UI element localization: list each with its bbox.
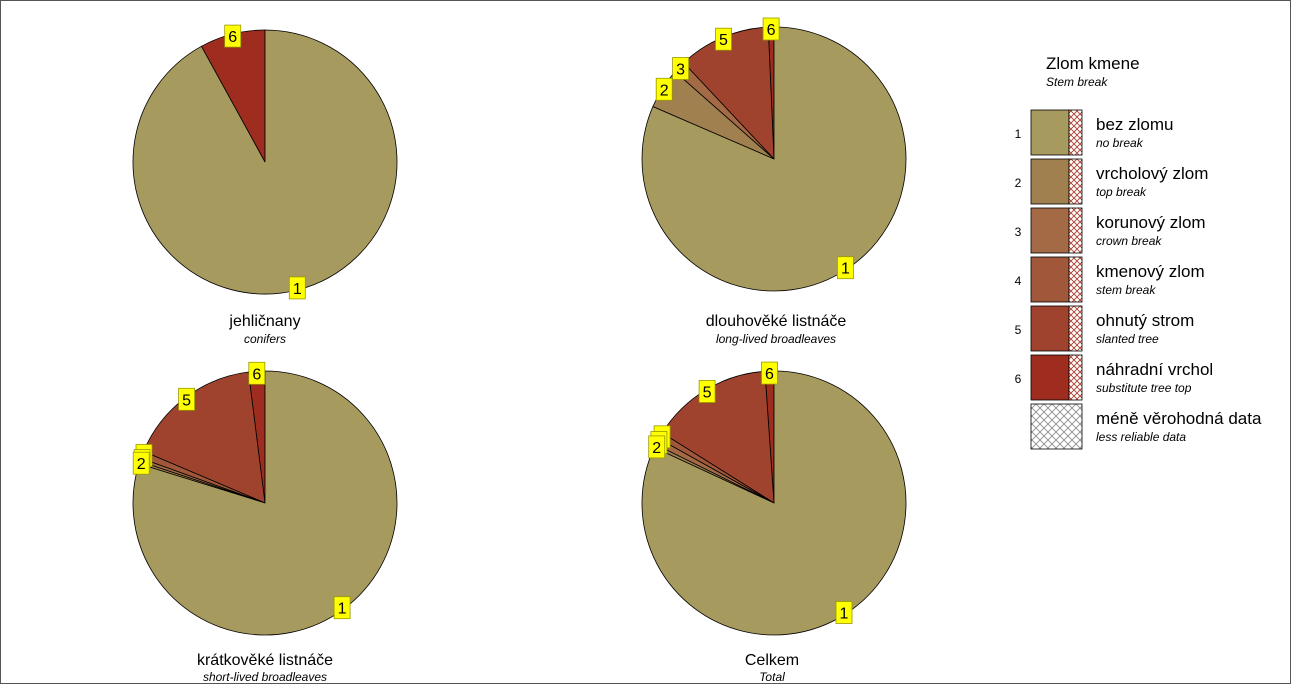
slice-label-1: 1 — [333, 596, 351, 620]
pie-long-lived-broadleaves: 6 5 32 1 — [641, 17, 907, 292]
svg-text:2: 2 — [137, 456, 146, 473]
legend-sublabel: less reliable data — [1096, 430, 1186, 444]
svg-text:1: 1 — [841, 261, 850, 278]
slice-label-5: 5 — [178, 387, 196, 411]
legend-item-3: 3 korunový zlom crown break — [1015, 207, 1206, 254]
legend-swatch-hatched — [1068, 256, 1083, 303]
pie-title: jehličnany — [228, 313, 300, 330]
slice-label-6: 6 — [761, 361, 778, 385]
legend-swatch-hatched — [1068, 158, 1083, 205]
pie-conifers: 61 — [132, 24, 398, 300]
legend-title: Zlom kmene — [1046, 54, 1140, 73]
svg-text:5: 5 — [703, 385, 712, 402]
legend-code: 5 — [1015, 323, 1022, 337]
pie-short-lived-broadleaves: 654321 — [132, 361, 398, 636]
svg-text:6: 6 — [765, 366, 774, 383]
legend-item-5: 5 ohnutý strom slanted tree — [1015, 305, 1194, 352]
legend-code: 1 — [1015, 127, 1022, 141]
slice-label-5: 5 — [698, 380, 716, 403]
svg-text:5: 5 — [182, 392, 191, 409]
legend-label: vrcholový zlom — [1096, 164, 1208, 183]
pie-slice-1 — [132, 29, 398, 295]
legend-label: bez zlomu — [1096, 115, 1173, 134]
legend: Zlom kmene Stem break 1 bez zlomu no break… — [1015, 54, 1262, 450]
legend-sublabel: crown break — [1096, 234, 1162, 248]
legend-sublabel: slanted tree — [1096, 332, 1159, 346]
legend-swatch-hatched — [1068, 354, 1083, 401]
legend-swatch-hatched — [1068, 207, 1083, 254]
legend-swatch — [1030, 305, 1070, 352]
legend-item-4: 4 kmenový zlom stem break — [1015, 256, 1205, 303]
pie-title: dlouhověké listnáče — [706, 313, 847, 330]
slice-label-1: 1 — [835, 601, 853, 624]
pie-subtitle: short-lived broadleaves — [203, 670, 327, 684]
slice-label-6: 6 — [248, 361, 266, 385]
svg-text:1: 1 — [840, 606, 849, 623]
svg-text:1: 1 — [293, 281, 302, 298]
svg-text:6: 6 — [252, 366, 261, 383]
legend-subtitle: Stem break — [1046, 75, 1108, 89]
legend-item-6: 6 náhradní vrchol substitute tree top — [1015, 354, 1213, 401]
slice-label-5: 5 — [715, 27, 732, 51]
legend-sublabel: stem break — [1096, 283, 1156, 297]
slice-label-2: 2 — [132, 451, 150, 475]
slice-label-6: 6 — [224, 24, 242, 48]
legend-swatch-hatched — [1030, 403, 1083, 450]
slice-label-2: 2 — [648, 435, 666, 459]
legend-swatch — [1030, 354, 1070, 401]
svg-text:2: 2 — [660, 82, 669, 99]
legend-label: kmenový zlom — [1096, 262, 1205, 281]
pie-total: 654321 — [641, 361, 907, 636]
pie-title: krátkověké listnáče — [197, 652, 333, 669]
legend-item-2: 2 vrcholový zlom top break — [1015, 158, 1208, 205]
legend-code: 6 — [1015, 372, 1022, 386]
pie-subtitle: long-lived broadleaves — [716, 332, 836, 346]
legend-swatch-hatched — [1068, 305, 1083, 352]
slice-label-2: 2 — [655, 77, 673, 101]
legend-item-1: 1 bez zlomu no break — [1015, 109, 1173, 156]
svg-text:6: 6 — [767, 22, 776, 39]
legend-label: ohnutý strom — [1096, 311, 1194, 330]
legend-label: méně věrohodná data — [1096, 409, 1262, 428]
pie-title: Celkem — [745, 652, 799, 669]
legend-swatch — [1030, 109, 1070, 156]
svg-text:6: 6 — [228, 29, 237, 46]
svg-text:3: 3 — [676, 62, 685, 79]
legend-sublabel: no break — [1096, 136, 1144, 150]
pie-subtitle: conifers — [244, 332, 286, 346]
svg-text:1: 1 — [338, 601, 347, 618]
legend-sublabel: top break — [1096, 185, 1147, 199]
svg-text:5: 5 — [719, 32, 728, 49]
slice-label-1: 1 — [288, 276, 306, 300]
pie-subtitle: Total — [759, 670, 785, 684]
legend-label: náhradní vrchol — [1096, 360, 1213, 379]
legend-code: 3 — [1015, 225, 1022, 239]
legend-swatch-hatched — [1068, 109, 1083, 156]
legend-sublabel: substitute tree top — [1096, 381, 1192, 395]
legend-swatch — [1030, 207, 1070, 254]
legend-swatch — [1030, 158, 1070, 205]
legend-code: 2 — [1015, 176, 1022, 190]
slice-label-1: 1 — [837, 256, 854, 280]
slice-label-6: 6 — [762, 17, 780, 41]
slice-label-3: 3 — [672, 57, 689, 80]
legend-label: korunový zlom — [1096, 213, 1206, 232]
legend-code: 4 — [1015, 274, 1022, 288]
legend-swatch — [1030, 256, 1070, 303]
svg-text:2: 2 — [652, 440, 661, 457]
legend-item-less-reliable: méně věrohodná data less reliable data — [1030, 403, 1262, 450]
